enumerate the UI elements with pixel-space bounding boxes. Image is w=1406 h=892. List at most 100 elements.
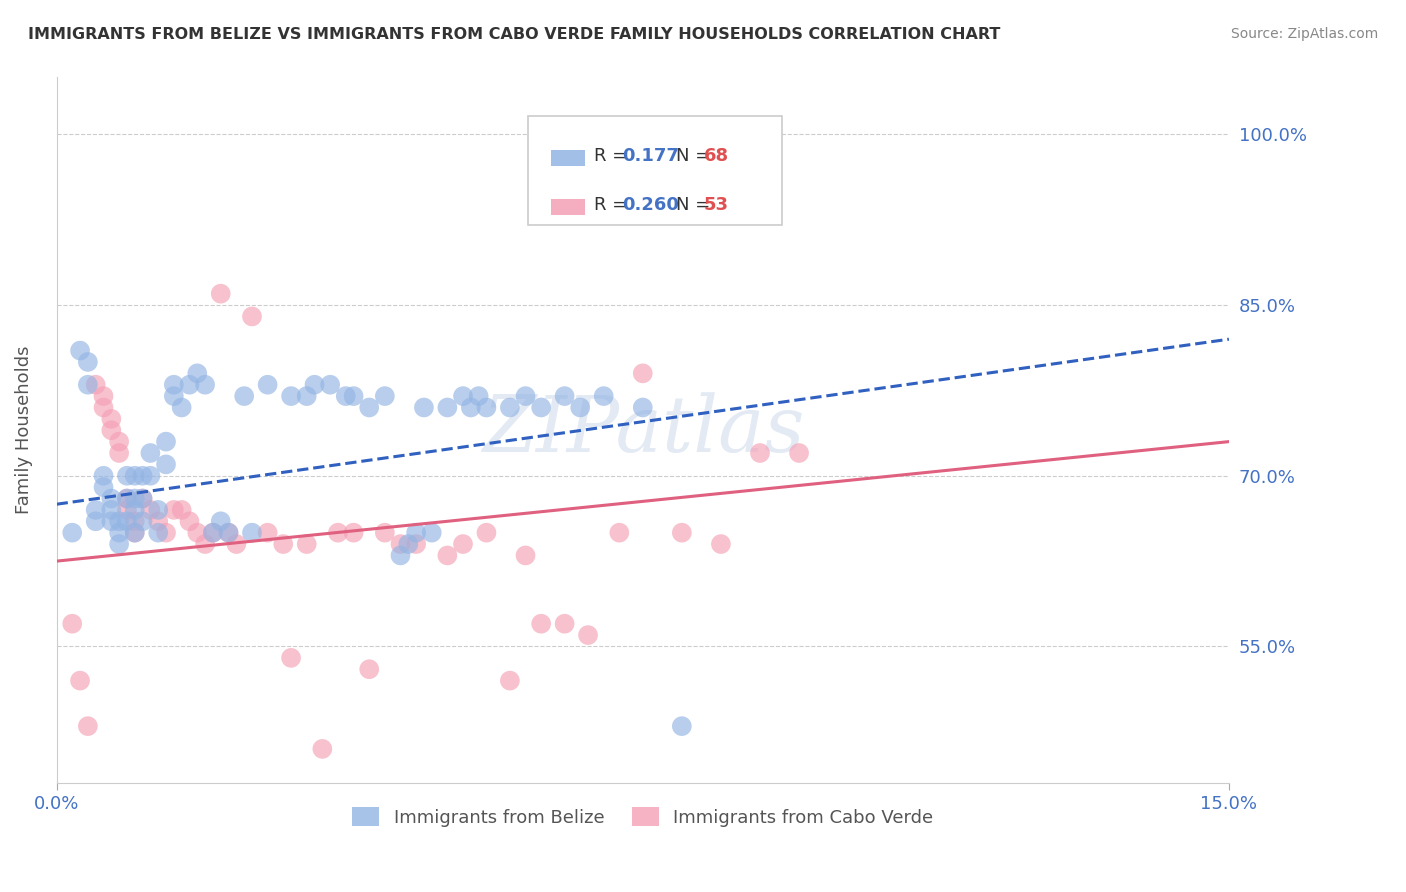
Point bbox=[163, 503, 186, 517]
Point bbox=[405, 537, 427, 551]
Point bbox=[787, 446, 810, 460]
Point bbox=[124, 514, 146, 528]
Point bbox=[194, 377, 217, 392]
Point bbox=[201, 525, 224, 540]
Point bbox=[631, 401, 654, 415]
Point bbox=[304, 377, 326, 392]
Point bbox=[225, 537, 247, 551]
Point bbox=[115, 514, 138, 528]
Point bbox=[554, 616, 576, 631]
Point bbox=[576, 628, 599, 642]
Point bbox=[201, 525, 224, 540]
Point bbox=[115, 491, 138, 506]
Point bbox=[115, 468, 138, 483]
Point bbox=[436, 401, 458, 415]
Point bbox=[554, 389, 576, 403]
Point bbox=[100, 514, 122, 528]
Point bbox=[155, 458, 177, 472]
Point bbox=[280, 651, 302, 665]
Point bbox=[170, 401, 193, 415]
Point bbox=[592, 389, 614, 403]
Legend: Immigrants from Belize, Immigrants from Cabo Verde: Immigrants from Belize, Immigrants from … bbox=[344, 800, 941, 834]
Point bbox=[155, 525, 177, 540]
Point bbox=[84, 377, 107, 392]
Point bbox=[186, 367, 208, 381]
Text: N =: N = bbox=[676, 146, 716, 164]
Text: IMMIGRANTS FROM BELIZE VS IMMIGRANTS FROM CABO VERDE FAMILY HOUSEHOLDS CORRELATI: IMMIGRANTS FROM BELIZE VS IMMIGRANTS FRO… bbox=[28, 27, 1001, 42]
Point bbox=[530, 616, 553, 631]
Point bbox=[233, 389, 256, 403]
Point bbox=[311, 742, 333, 756]
Point bbox=[209, 514, 232, 528]
Point bbox=[499, 673, 522, 688]
Point bbox=[93, 480, 115, 494]
Point bbox=[124, 525, 146, 540]
Point bbox=[76, 719, 98, 733]
Point bbox=[671, 525, 693, 540]
Point bbox=[115, 503, 138, 517]
Point bbox=[499, 401, 522, 415]
Point bbox=[100, 491, 122, 506]
Point bbox=[359, 401, 381, 415]
Point bbox=[389, 549, 412, 563]
Point bbox=[342, 525, 364, 540]
Point bbox=[131, 514, 153, 528]
Point bbox=[69, 343, 91, 358]
Point bbox=[240, 310, 263, 324]
Point bbox=[148, 525, 170, 540]
Point bbox=[396, 537, 419, 551]
Point bbox=[93, 468, 115, 483]
Point bbox=[108, 514, 131, 528]
Point bbox=[475, 525, 498, 540]
Point bbox=[69, 673, 91, 688]
Point bbox=[319, 377, 342, 392]
Point bbox=[60, 525, 83, 540]
Point bbox=[170, 503, 193, 517]
Point bbox=[100, 503, 122, 517]
Text: R =: R = bbox=[595, 195, 633, 213]
Point bbox=[451, 537, 474, 551]
Point bbox=[124, 525, 146, 540]
Point bbox=[209, 286, 232, 301]
Point bbox=[569, 401, 592, 415]
Point bbox=[186, 525, 208, 540]
Point bbox=[76, 355, 98, 369]
Point bbox=[163, 377, 186, 392]
Point bbox=[108, 537, 131, 551]
Point bbox=[295, 537, 318, 551]
Point bbox=[295, 389, 318, 403]
Point bbox=[256, 525, 278, 540]
Point bbox=[631, 367, 654, 381]
Point bbox=[451, 389, 474, 403]
Point bbox=[84, 503, 107, 517]
Text: R =: R = bbox=[595, 146, 633, 164]
Point bbox=[405, 525, 427, 540]
Point bbox=[148, 514, 170, 528]
Point bbox=[218, 525, 240, 540]
Point bbox=[93, 389, 115, 403]
Point bbox=[374, 389, 396, 403]
Point bbox=[413, 401, 436, 415]
Y-axis label: Family Households: Family Households bbox=[15, 346, 32, 515]
Point bbox=[607, 525, 630, 540]
Point bbox=[139, 503, 162, 517]
Point bbox=[256, 377, 278, 392]
Point bbox=[76, 377, 98, 392]
Point bbox=[124, 503, 146, 517]
Text: N =: N = bbox=[676, 195, 716, 213]
Point bbox=[389, 537, 412, 551]
Point bbox=[326, 525, 349, 540]
Point bbox=[475, 401, 498, 415]
Text: 0.177: 0.177 bbox=[623, 146, 679, 164]
Point bbox=[139, 446, 162, 460]
Point bbox=[467, 389, 489, 403]
Point bbox=[436, 549, 458, 563]
Point bbox=[671, 719, 693, 733]
Point bbox=[460, 401, 482, 415]
Point bbox=[124, 491, 146, 506]
Text: 0.260: 0.260 bbox=[623, 195, 679, 213]
Point bbox=[515, 389, 537, 403]
Point bbox=[124, 468, 146, 483]
Point bbox=[420, 525, 443, 540]
Point bbox=[359, 662, 381, 676]
